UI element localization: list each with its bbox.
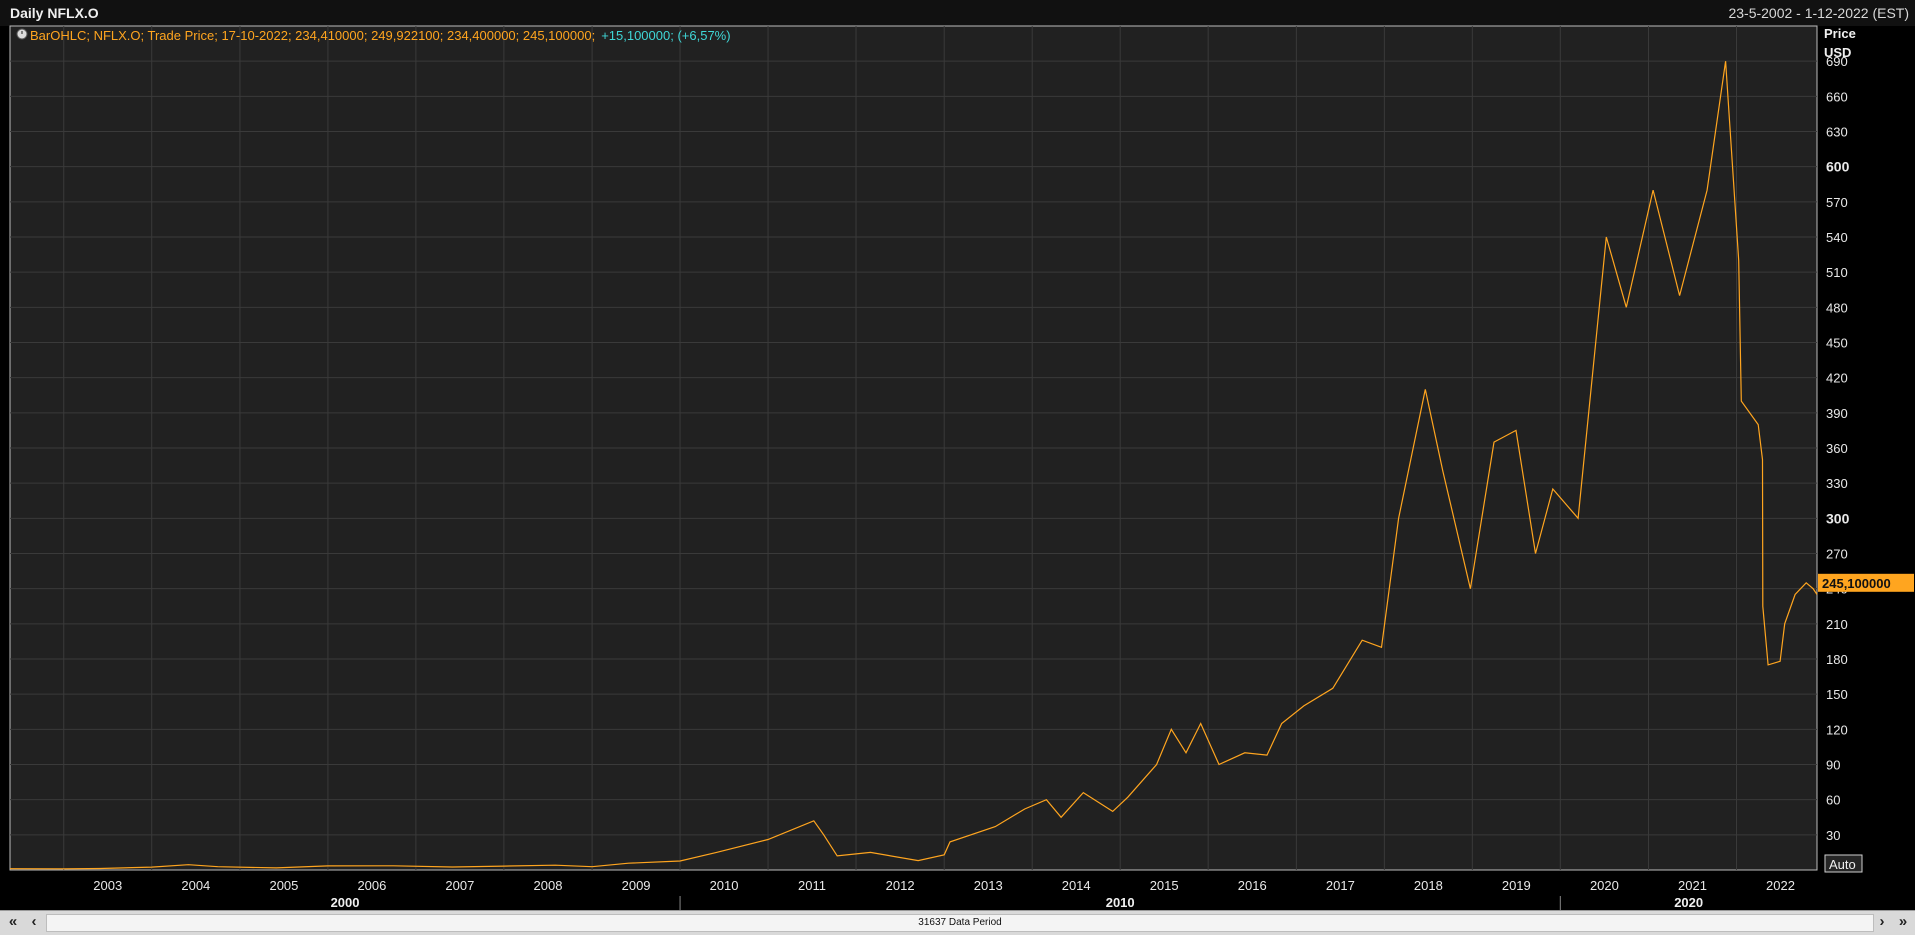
scroll-track[interactable]: 31637 Data Period	[46, 914, 1874, 932]
x-tick-label: 2018	[1414, 878, 1443, 893]
scroll-thumb[interactable]: 31637 Data Period	[47, 915, 1873, 931]
legend-change: +15,100000; (+6,57%)	[601, 28, 730, 43]
x-tick-label: 2009	[622, 878, 651, 893]
x-tick-label: 2020	[1590, 878, 1619, 893]
decade-labels: 2000 2010 2020	[331, 895, 1703, 910]
y-tick-label: 450	[1826, 336, 1848, 351]
price-chart[interactable]: 3060901201501802102402703003303603904204…	[0, 0, 1915, 910]
x-tick-label: 2007	[445, 878, 474, 893]
y-tick-label: 30	[1826, 828, 1840, 843]
scroll-last-button[interactable]: »	[1898, 913, 1908, 930]
y-tick-label: 660	[1826, 89, 1848, 104]
x-tick-label: 2005	[269, 878, 298, 893]
auto-scale-button[interactable]: Auto	[1824, 854, 1863, 873]
decade-label: 2010	[1106, 895, 1135, 910]
auto-button-label[interactable]: Auto	[1829, 857, 1856, 872]
y-axis-unit: USD	[1824, 45, 1851, 60]
y-tick-label: 180	[1826, 652, 1848, 667]
y-tick-label: 300	[1826, 510, 1850, 526]
y-tick-label: 420	[1826, 371, 1848, 386]
x-tick-label: 2019	[1502, 878, 1531, 893]
y-axis-ticks: 3060901201501802102402703003303603904204…	[1826, 54, 1850, 843]
y-tick-label: 150	[1826, 687, 1848, 702]
legend: BarOHLC; NFLX.O; Trade Price; 17-10-2022…	[16, 28, 731, 43]
x-tick-label: 2008	[534, 878, 563, 893]
last-price-marker: 245,100000	[1818, 573, 1914, 592]
chart-title-bar: Daily NFLX.O 23-5-2002 - 1-12-2022 (EST)	[0, 0, 1915, 26]
x-tick-label: 2012	[886, 878, 915, 893]
y-tick-label: 480	[1826, 300, 1848, 315]
y-tick-label: 330	[1826, 476, 1848, 491]
x-tick-label: 2016	[1238, 878, 1267, 893]
x-tick-label: 2015	[1150, 878, 1179, 893]
scroll-first-button[interactable]: «	[8, 913, 18, 930]
x-axis-ticks: 2003 2004 2005 2006 2007 2008 2009 2010 2011 2012…	[93, 878, 1795, 893]
y-tick-label: 390	[1826, 406, 1848, 421]
x-tick-label: 2010	[710, 878, 739, 893]
x-tick-label: 2006	[357, 878, 386, 893]
scroll-next-button[interactable]: ›	[1879, 913, 1885, 930]
last-price-label: 245,100000	[1822, 576, 1891, 591]
y-tick-label: 630	[1826, 125, 1848, 140]
y-tick-label: 270	[1826, 547, 1848, 562]
scroll-prev-button[interactable]: ‹	[31, 913, 37, 930]
time-scrollbar[interactable]: « ‹ 31637 Data Period › »	[0, 910, 1915, 935]
y-tick-label: 510	[1826, 265, 1848, 280]
decade-label: 2020	[1674, 895, 1703, 910]
date-range: 23-5-2002 - 1-12-2022 (EST)	[1728, 5, 1909, 21]
legend-text: BarOHLC; NFLX.O; Trade Price; 17-10-2022…	[30, 28, 595, 43]
y-axis-title: Price	[1824, 26, 1856, 41]
y-tick-label: 60	[1826, 793, 1840, 808]
y-tick-label: 360	[1826, 441, 1848, 456]
x-tick-label: 2017	[1326, 878, 1355, 893]
y-tick-label: 90	[1826, 758, 1840, 773]
x-tick-label: 2022	[1766, 878, 1795, 893]
x-tick-label: 2011	[798, 878, 826, 893]
y-tick-label: 540	[1826, 230, 1848, 245]
data-period-label: 31637 Data Period	[918, 917, 1002, 928]
grid	[10, 26, 1817, 870]
y-tick-label: 690	[1826, 54, 1848, 69]
x-tick-label: 2021	[1678, 878, 1707, 893]
x-tick-label: 2003	[93, 878, 122, 893]
y-tick-label: 570	[1826, 195, 1848, 210]
x-tick-label: 2013	[974, 878, 1003, 893]
x-tick-label: 2014	[1062, 878, 1091, 893]
decade-label: 2000	[331, 895, 360, 910]
y-tick-label: 210	[1826, 617, 1848, 632]
x-tick-label: 2004	[181, 878, 210, 893]
y-tick-label: 600	[1826, 159, 1850, 175]
price-series-line	[9, 61, 1818, 870]
chart-title: Daily NFLX.O	[10, 5, 99, 21]
y-tick-label: 120	[1826, 722, 1848, 737]
